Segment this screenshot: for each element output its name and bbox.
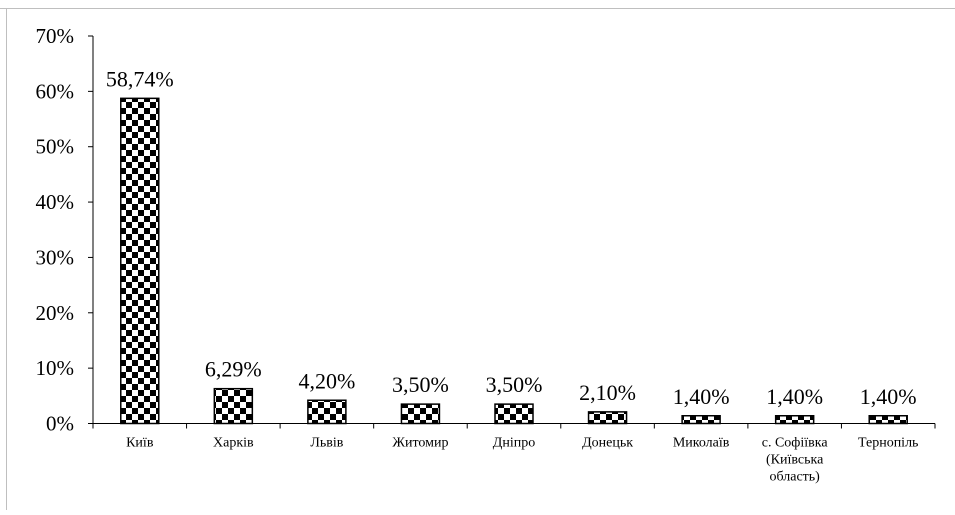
bar xyxy=(494,403,534,425)
x-axis: Київ Харків Львів Житомир Дніпро Донецьк Микол… xyxy=(92,423,936,485)
y-tick-label: 20% xyxy=(36,301,75,325)
x-tick-label: Житомир xyxy=(392,436,448,451)
bar xyxy=(400,403,441,425)
bar xyxy=(868,415,908,425)
x-tick-label: Харків xyxy=(213,436,254,451)
data-label: 4,20% xyxy=(298,368,355,393)
x-tick-label: Дніпро xyxy=(493,436,535,451)
bar xyxy=(587,411,628,425)
x-tick-label: Львів xyxy=(310,436,343,451)
data-label: 3,50% xyxy=(486,372,543,397)
x-tick-label: Київ xyxy=(126,436,154,451)
data-label: 1,40% xyxy=(673,384,730,409)
data-label: 2,10% xyxy=(579,380,636,405)
data-label: 1,40% xyxy=(860,384,917,409)
y-tick-label: 30% xyxy=(36,245,75,269)
x-tick-label: с. Софіївка (Київська область) xyxy=(762,436,829,485)
data-label: 3,50% xyxy=(392,372,449,397)
chart-frame xyxy=(0,8,955,510)
bar xyxy=(120,97,160,425)
bars xyxy=(120,97,908,425)
y-tick-label: 40% xyxy=(36,190,75,214)
y-tick-label: 70% xyxy=(36,24,75,48)
x-tick-label: Миколаїв xyxy=(673,436,730,451)
y-tick-label: 50% xyxy=(36,135,75,159)
data-label: 1,40% xyxy=(766,384,823,409)
bar xyxy=(681,415,721,425)
data-label: 58,74% xyxy=(106,66,174,91)
data-labels: 58,74% 6,29% 4,20% 3,50% 3,50% 2,10% 1,40% 1,40… xyxy=(106,66,917,408)
y-axis: 0% 10% 20% 30% 40% 50% 60% 70% xyxy=(36,24,94,436)
bar xyxy=(774,415,815,425)
x-tick-label: Донецьк xyxy=(582,436,633,451)
bar xyxy=(307,399,347,425)
y-tick-label: 0% xyxy=(46,412,74,436)
x-tick-label: Тернопіль xyxy=(858,436,918,451)
bar xyxy=(213,387,254,425)
data-label: 6,29% xyxy=(205,357,262,382)
y-tick-label: 10% xyxy=(36,356,75,380)
y-tick-label: 60% xyxy=(36,79,75,103)
